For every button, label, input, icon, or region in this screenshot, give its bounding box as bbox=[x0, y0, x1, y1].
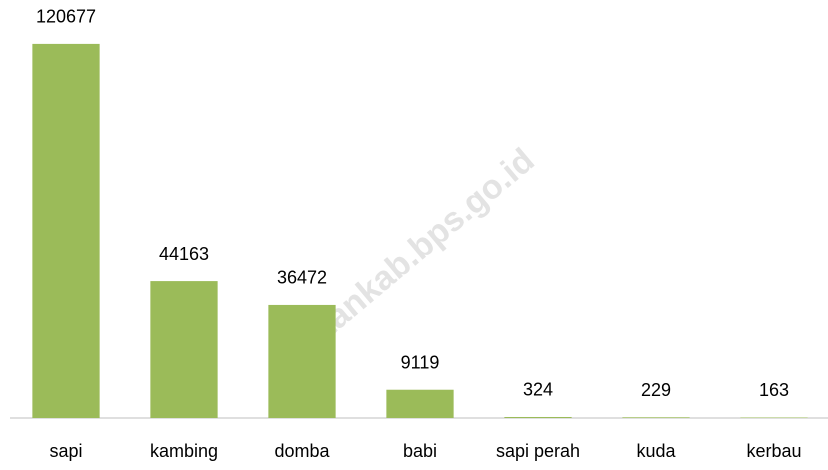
bar bbox=[740, 417, 808, 418]
data-label: 120677 bbox=[36, 7, 96, 27]
data-label: 324 bbox=[523, 380, 553, 400]
bar bbox=[622, 417, 690, 418]
x-tick-label: domba bbox=[274, 441, 330, 461]
bar bbox=[32, 43, 100, 418]
x-tick-label: sapi perah bbox=[496, 441, 580, 461]
bar bbox=[150, 281, 218, 418]
bar bbox=[386, 389, 454, 418]
bar bbox=[268, 304, 336, 418]
x-tick-label: babi bbox=[403, 441, 437, 461]
data-label: 163 bbox=[759, 380, 789, 400]
data-label: 229 bbox=[641, 380, 671, 400]
x-tick-label: kambing bbox=[150, 441, 218, 461]
x-tick-label: sapi bbox=[49, 441, 82, 461]
x-tick-label: kerbau bbox=[746, 441, 801, 461]
data-label: 36472 bbox=[277, 268, 327, 288]
data-label: 44163 bbox=[159, 244, 209, 264]
bar bbox=[504, 416, 572, 418]
data-label: 9119 bbox=[401, 352, 440, 372]
x-tick-label: kuda bbox=[636, 441, 676, 461]
